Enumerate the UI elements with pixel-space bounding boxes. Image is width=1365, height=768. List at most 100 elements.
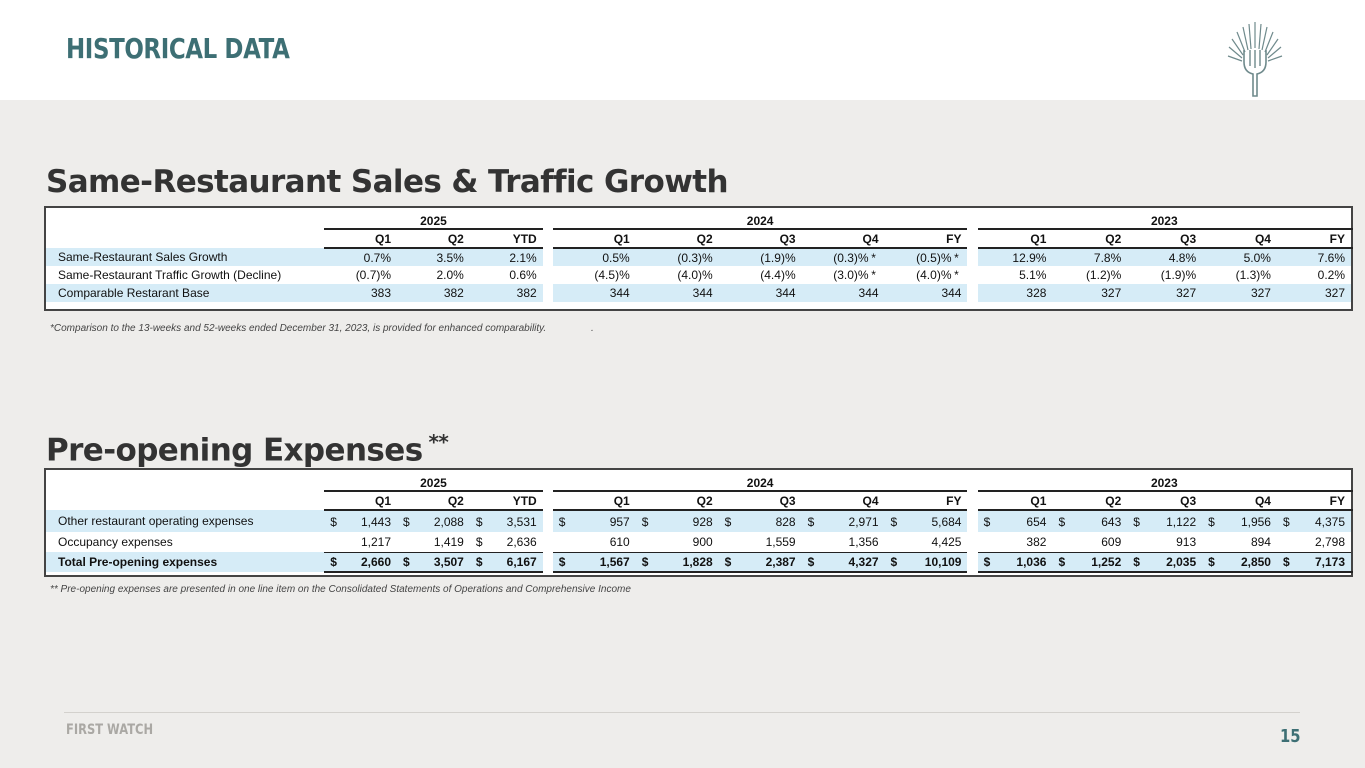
col-header: FY — [1276, 491, 1352, 511]
cell: $4,327 — [801, 551, 885, 573]
col-header: Q1 — [324, 229, 398, 249]
cell: 0.6% — [509, 268, 537, 282]
cell-value: 3,531 — [506, 514, 537, 529]
fork-sunburst-icon — [1227, 22, 1283, 97]
row-label: Comparable Restarant Base — [45, 284, 325, 302]
preopening-title-mark: ** — [428, 430, 449, 454]
col-header: Q1 — [977, 229, 1053, 249]
sales-traffic-table: 2025 2024 2023 Q1 Q2 YTD Q1 Q2 Q3 Q4 FY … — [44, 206, 1353, 311]
col-header: FY — [884, 229, 968, 249]
row-label: Total Pre-opening expenses — [45, 552, 325, 572]
quarter-header-row: Q1 Q2 YTD Q1 Q2 Q3 Q4 FY Q1 Q2 Q3 Q4 FY — [45, 229, 1352, 249]
cell: 1,559 — [765, 534, 796, 549]
cell: 2.1% — [469, 248, 543, 266]
cell: 2,798 — [1314, 534, 1345, 549]
cell: $2,387 — [718, 551, 802, 573]
cell-value: 5,684 — [931, 514, 962, 529]
sales-traffic-title: Same-Restaurant Sales & Traffic Growth — [46, 164, 729, 200]
currency-sign: $ — [983, 514, 991, 529]
cell: (4.5)% — [594, 268, 630, 282]
col-header: Q2 — [635, 229, 719, 249]
cell: 344 — [801, 284, 885, 302]
currency-sign: $ — [807, 514, 815, 529]
cell-value: 1,828 — [682, 554, 713, 569]
cell: $1,443 — [324, 510, 398, 532]
currency-sign: $ — [330, 554, 337, 569]
col-header: YTD — [469, 491, 543, 511]
col-header: Q3 — [718, 491, 802, 511]
cell-value: 654 — [1026, 514, 1047, 529]
cell: 383 — [324, 284, 398, 302]
currency-sign: $ — [983, 554, 991, 569]
cell: 0.7% — [324, 248, 398, 266]
cell: (1.9)% — [1160, 268, 1197, 282]
currency-sign: $ — [1058, 514, 1066, 529]
col-header: YTD — [469, 229, 543, 249]
preopening-table: 2025 2024 2023 Q1 Q2 YTD Q1 Q2 Q3 Q4 FY … — [44, 468, 1353, 577]
currency-sign: $ — [475, 554, 483, 569]
cell: 382 — [1026, 534, 1047, 549]
table-row: Same-Restaurant Traffic Growth (Decline)… — [45, 266, 1352, 284]
cell: $1,252 — [1052, 551, 1128, 573]
page-title: HISTORICAL DATA — [66, 32, 290, 65]
cell: 913 — [1176, 534, 1197, 549]
table-row: Same-Restaurant Sales Growth 0.7% 3.5% 2… — [45, 248, 1352, 266]
sales-footnote: *Comparison to the 13-weeks and 52-weeks… — [50, 323, 594, 334]
currency-sign: $ — [558, 554, 566, 569]
cell-value: 828 — [775, 514, 796, 529]
cell: $7,173 — [1276, 551, 1352, 573]
cell: $2,035 — [1127, 551, 1203, 573]
cell: 609 — [1101, 534, 1122, 549]
currency-sign: $ — [475, 514, 483, 529]
cell-value: 7,173 — [1314, 554, 1345, 569]
col-header: Q2 — [397, 229, 470, 249]
table-row: Comparable Restarant Base 383 382 382 34… — [45, 284, 1352, 302]
cell: $1,567 — [552, 551, 636, 573]
currency-sign: $ — [724, 514, 732, 529]
footer-divider — [64, 712, 1300, 713]
cell: $3,507 — [397, 551, 470, 573]
currency-sign: $ — [330, 514, 337, 529]
cell-value: 3,507 — [433, 554, 464, 569]
cell: 327 — [1052, 284, 1128, 302]
cell: $4,375 — [1276, 510, 1352, 532]
cell: $828 — [718, 510, 802, 532]
cell: 7.6% — [1276, 248, 1352, 266]
cell-value: 2,387 — [765, 554, 796, 569]
cell-value: 1,036 — [1016, 554, 1047, 569]
year-2025: 2025 — [324, 207, 543, 230]
year-2023: 2023 — [977, 469, 1352, 492]
currency-sign: $ — [890, 514, 898, 529]
cell: $2,088 — [397, 510, 470, 532]
cell: 5.1% — [1019, 268, 1047, 282]
cell: 328 — [977, 284, 1053, 302]
currency-sign: $ — [807, 554, 815, 569]
cell: 5.0% — [1202, 248, 1277, 266]
currency-sign: $ — [641, 554, 649, 569]
cell: 382 — [469, 284, 543, 302]
cell: $5,684 — [884, 510, 968, 532]
cell: 0.5% — [552, 248, 636, 266]
cell: 894 — [1250, 534, 1271, 549]
cell: (0.3)% — [635, 248, 719, 266]
col-header: Q3 — [718, 229, 802, 249]
year-2025: 2025 — [324, 469, 543, 492]
currency-sign: $ — [1282, 514, 1290, 529]
cell: 610 — [609, 534, 630, 549]
cell-value: (0.3)% — [833, 250, 869, 265]
cell: 7.8% — [1052, 248, 1128, 266]
cell-value: 1,956 — [1240, 514, 1271, 529]
cell-value: 2,636 — [506, 534, 537, 549]
cell: $3,531 — [469, 510, 543, 532]
col-header: Q3 — [1127, 229, 1203, 249]
currency-sign: $ — [1208, 554, 1215, 569]
total-row: Total Pre-opening expenses $2,660 $3,507… — [45, 551, 1352, 573]
cell: 344 — [884, 284, 968, 302]
cell: $2,971 — [801, 510, 885, 532]
page-number: 15 — [1280, 726, 1301, 747]
cell-value: 1,122 — [1166, 514, 1197, 529]
cell-value: 2,971 — [848, 514, 879, 529]
currency-sign: $ — [1133, 514, 1140, 529]
currency-sign: $ — [724, 554, 732, 569]
cell: (4.0)% * — [885, 266, 968, 284]
